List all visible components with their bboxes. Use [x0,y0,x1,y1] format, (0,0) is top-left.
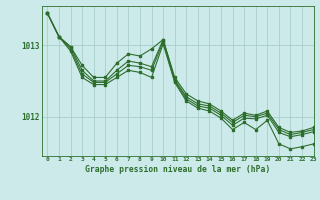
X-axis label: Graphe pression niveau de la mer (hPa): Graphe pression niveau de la mer (hPa) [85,165,270,174]
